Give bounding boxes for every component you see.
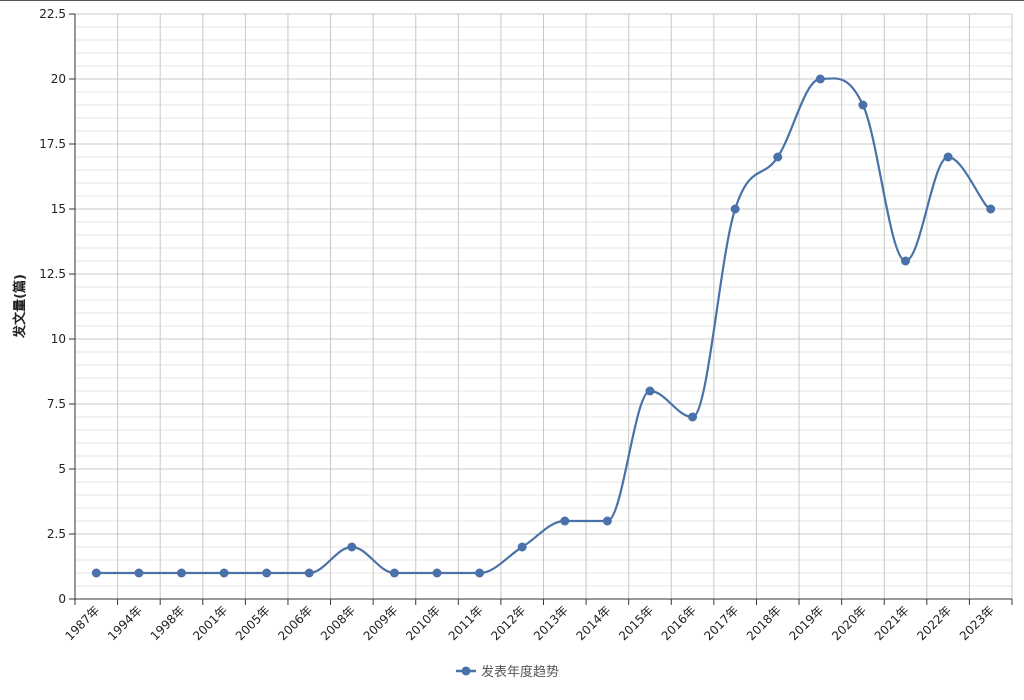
- x-tick-label: 1987年: [62, 603, 102, 643]
- data-point: [432, 568, 442, 578]
- data-point: [560, 516, 570, 526]
- x-tick-label: 2018年: [744, 603, 784, 643]
- y-tick-label: 15: [51, 202, 66, 216]
- data-point: [645, 386, 655, 396]
- legend[interactable]: 发表年度趋势: [456, 664, 559, 680]
- data-point: [943, 152, 953, 162]
- x-tick-label: 2008年: [318, 603, 358, 643]
- y-tick-label: 10: [51, 332, 66, 346]
- y-tick-label: 20: [51, 72, 66, 86]
- data-point: [517, 542, 527, 552]
- x-tick-label: 2020年: [829, 603, 869, 643]
- data-point: [730, 204, 740, 214]
- y-tick-label: 22.5: [39, 7, 66, 21]
- data-point: [389, 568, 399, 578]
- data-point: [219, 568, 229, 578]
- data-point: [815, 74, 825, 84]
- data-point: [986, 204, 996, 214]
- y-tick-label: 7.5: [47, 397, 66, 411]
- grid: [74, 13, 1013, 600]
- x-tick-label: 2001年: [190, 603, 230, 643]
- x-tick-label: 2011年: [446, 603, 486, 643]
- x-tick-label: 2013年: [531, 603, 571, 643]
- y-tick-label: 12.5: [39, 267, 66, 281]
- y-tick-label: 17.5: [39, 137, 66, 151]
- top-border: [0, 0, 1024, 1]
- legend-dot-marker: [461, 666, 471, 676]
- data-point: [688, 412, 698, 422]
- data-point: [91, 568, 101, 578]
- x-tick-label: 1994年: [105, 603, 145, 643]
- y-axis-label: 发文量(篇): [12, 274, 28, 339]
- data-point: [475, 568, 485, 578]
- x-tick-label: 1998年: [148, 603, 188, 643]
- x-tick-label: 2009年: [361, 603, 401, 643]
- x-tick-label: 2023年: [957, 603, 997, 643]
- x-tick-label: 2021年: [872, 603, 912, 643]
- x-tick-label: 2022年: [914, 603, 954, 643]
- x-tick-label: 2014年: [574, 603, 614, 643]
- data-point: [602, 516, 612, 526]
- y-tick-label: 0: [58, 592, 66, 606]
- x-tick-label: 2017年: [701, 603, 741, 643]
- data-point: [347, 542, 357, 552]
- data-point: [304, 568, 314, 578]
- x-tick-label: 2012年: [488, 603, 528, 643]
- data-point: [176, 568, 186, 578]
- data-point: [901, 256, 911, 266]
- data-point: [134, 568, 144, 578]
- data-point: [262, 568, 272, 578]
- data-point: [773, 152, 783, 162]
- y-tick-label: 2.5: [47, 527, 66, 541]
- data-point: [858, 100, 868, 110]
- x-tick-label: 2019年: [786, 603, 826, 643]
- x-tick-label: 2005年: [233, 603, 273, 643]
- x-tick-label: 2006年: [275, 603, 315, 643]
- x-tick-label: 2015年: [616, 603, 656, 643]
- legend-label: 发表年度趋势: [481, 664, 559, 680]
- x-tick-label: 2010年: [403, 603, 443, 643]
- x-tick-label: 2016年: [659, 603, 699, 643]
- y-tick-label: 5: [58, 462, 66, 476]
- series: [91, 74, 996, 578]
